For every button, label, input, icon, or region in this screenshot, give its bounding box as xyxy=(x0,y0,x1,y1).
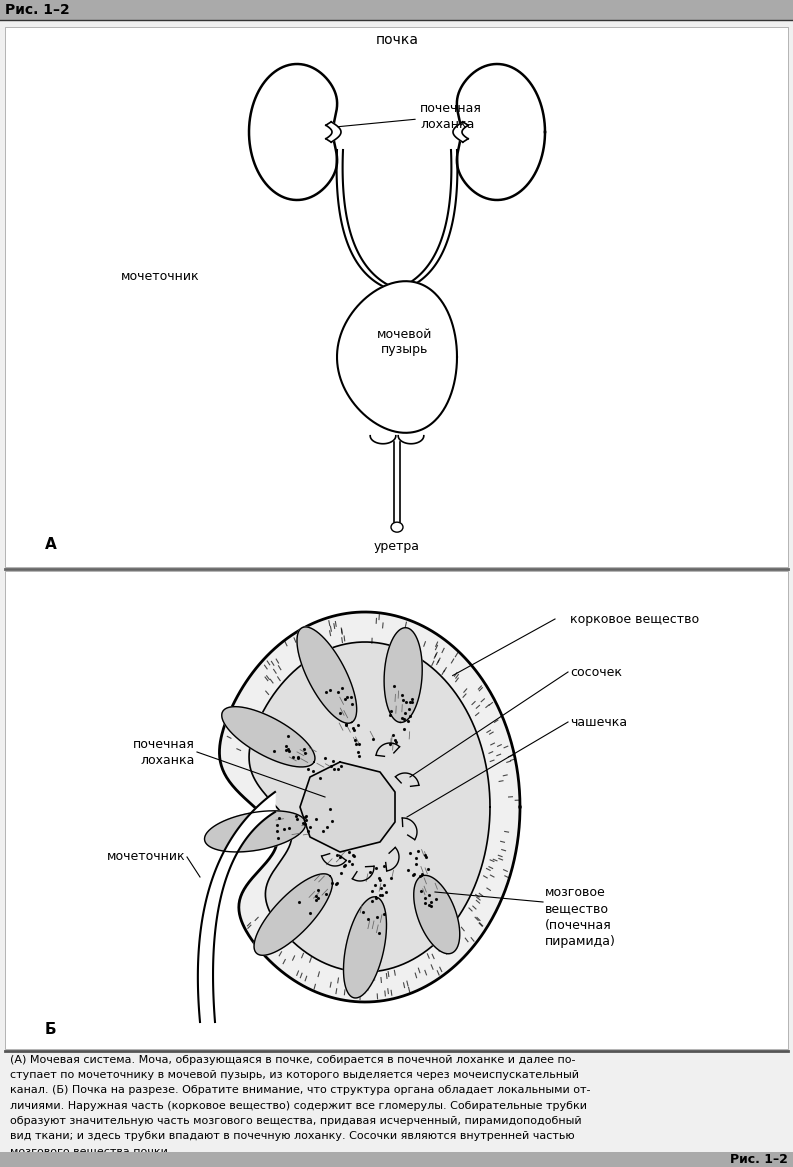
Polygon shape xyxy=(337,281,457,433)
Polygon shape xyxy=(297,627,357,724)
Ellipse shape xyxy=(391,522,403,532)
Text: почечная
лоханка: почечная лоханка xyxy=(420,103,482,132)
Text: мочевой
пузырь: мочевой пузырь xyxy=(377,328,433,356)
Bar xyxy=(0,0,793,20)
Bar xyxy=(5,571,788,1049)
Polygon shape xyxy=(398,435,423,443)
Text: мозговое
вещество
(почечная
пирамида): мозговое вещество (почечная пирамида) xyxy=(545,887,616,948)
Text: (А) Мочевая система. Моча, образующаяся в почке, собирается в почечной лоханке и: (А) Мочевая система. Моча, образующаяся … xyxy=(10,1055,576,1065)
Text: мозгового вещества почки.: мозгового вещества почки. xyxy=(10,1146,171,1156)
Polygon shape xyxy=(222,707,315,767)
Text: корковое вещество: корковое вещество xyxy=(570,613,699,626)
Polygon shape xyxy=(384,628,422,722)
Bar xyxy=(0,1152,793,1167)
Polygon shape xyxy=(397,151,458,289)
Text: чашечка: чашечка xyxy=(570,715,627,728)
Text: А: А xyxy=(45,537,57,552)
Polygon shape xyxy=(414,875,460,953)
Text: ступает по мочеточнику в мочевой пузырь, из которого выделяется через мочеиспуск: ступает по мочеточнику в мочевой пузырь,… xyxy=(10,1070,579,1081)
Polygon shape xyxy=(343,896,386,998)
Polygon shape xyxy=(249,642,490,972)
Text: уретра: уретра xyxy=(374,540,420,553)
Polygon shape xyxy=(453,121,468,142)
Text: почка: почка xyxy=(376,33,419,47)
Polygon shape xyxy=(457,64,545,200)
Polygon shape xyxy=(198,792,275,1022)
Polygon shape xyxy=(370,435,396,443)
Text: мочеточник: мочеточник xyxy=(106,851,185,864)
Polygon shape xyxy=(326,121,341,142)
Polygon shape xyxy=(220,612,520,1002)
Bar xyxy=(5,27,788,567)
Text: Б: Б xyxy=(45,1022,56,1037)
Polygon shape xyxy=(205,811,305,852)
Polygon shape xyxy=(254,874,332,956)
Text: канал. (Б) Почка на разрезе. Обратите внимание, что структура органа обладает ло: канал. (Б) Почка на разрезе. Обратите вн… xyxy=(10,1085,591,1096)
Polygon shape xyxy=(249,64,337,200)
Text: почечная
лоханка: почечная лоханка xyxy=(133,738,195,767)
Text: личиями. Наружная часть (корковое вещество) содержит все гломерулы. Собирательны: личиями. Наружная часть (корковое вещест… xyxy=(10,1100,587,1111)
Text: образуют значительную часть мозгового вещества, придавая исчерченный, пирамидопо: образуют значительную часть мозгового ве… xyxy=(10,1116,581,1126)
Text: Рис. 1–2: Рис. 1–2 xyxy=(730,1153,788,1166)
Text: Рис. 1–2: Рис. 1–2 xyxy=(5,4,70,18)
Polygon shape xyxy=(394,442,400,522)
Text: сосочек: сосочек xyxy=(570,665,622,678)
Polygon shape xyxy=(336,151,397,289)
Text: мочеточник: мочеточник xyxy=(121,271,200,284)
Polygon shape xyxy=(300,762,395,852)
Text: вид ткани; и здесь трубки впадают в почечную лоханку. Сосочки являются внутренне: вид ткани; и здесь трубки впадают в поче… xyxy=(10,1131,575,1141)
